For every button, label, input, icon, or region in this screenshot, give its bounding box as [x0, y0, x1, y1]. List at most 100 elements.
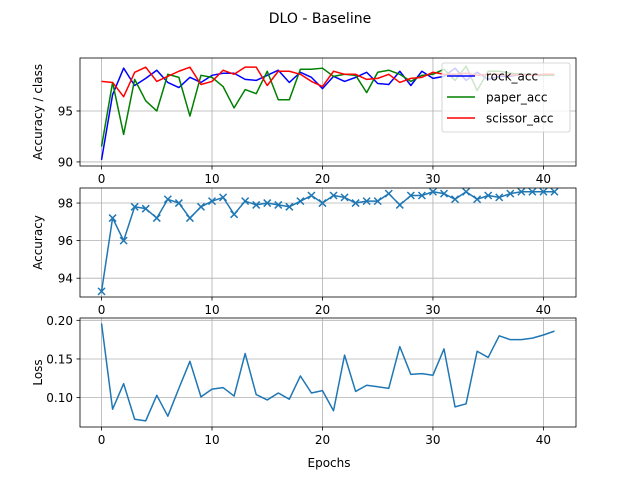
x-tick-label: 30 — [425, 172, 440, 186]
data-point-stroke — [340, 193, 349, 202]
data-point-stroke — [362, 197, 371, 206]
data-point-stroke — [406, 191, 415, 200]
data-point-stroke — [285, 202, 294, 211]
data-point-stroke — [97, 287, 106, 296]
data-point — [362, 197, 371, 206]
y-tick-label: 95 — [58, 104, 73, 118]
data-point — [252, 200, 261, 209]
data-point — [263, 199, 272, 208]
data-point-stroke — [307, 191, 316, 200]
y-tick-label: 90 — [58, 155, 73, 169]
y-axis-label: Accuracy / class — [31, 64, 45, 160]
data-point-stroke — [196, 202, 205, 211]
data-point — [473, 195, 482, 204]
x-tick-label: 20 — [315, 303, 330, 317]
data-point-stroke — [473, 195, 482, 204]
legend: rock_acc paper_acc scissor_acc — [441, 62, 571, 133]
x-tick-label: 10 — [204, 433, 219, 447]
data-point-stroke — [230, 210, 239, 219]
x-tick-label: 0 — [98, 303, 106, 317]
data-point-stroke — [462, 187, 471, 196]
x-tick-label: 30 — [425, 433, 440, 447]
data-point-stroke — [517, 187, 526, 196]
data-point — [230, 210, 239, 219]
series-line-series-1 — [100, 323, 555, 422]
data-point-stroke — [108, 214, 117, 223]
data-point-stroke — [506, 189, 515, 198]
data-point-stroke — [373, 197, 382, 206]
data-point-stroke — [152, 214, 161, 223]
subplot-2: 0 10 20 30 40 94 96 98 Accuracy — [31, 187, 577, 317]
data-point-stroke — [274, 200, 283, 209]
data-point-stroke — [528, 187, 537, 196]
x-tick-label: 10 — [204, 303, 219, 317]
data-point — [550, 187, 559, 196]
data-point — [517, 187, 526, 196]
data-point — [97, 287, 106, 296]
data-point — [207, 197, 217, 206]
axes-frame — [79, 317, 577, 428]
data-point — [241, 197, 250, 206]
data-point — [163, 195, 172, 204]
data-point — [528, 187, 537, 196]
x-tick-label: 20 — [315, 433, 330, 447]
data-point — [141, 204, 150, 213]
data-point-stroke — [550, 187, 559, 196]
data-point — [185, 214, 194, 223]
subplot-3: 0 10 20 30 40 0.10 0.15 0.20 Loss — [31, 314, 577, 447]
data-point-stroke — [141, 204, 150, 213]
data-point-stroke — [296, 197, 305, 206]
data-point-stroke — [219, 193, 228, 202]
y-tick-label: 94 — [58, 272, 73, 286]
series-line-series-1 — [100, 191, 555, 292]
data-point — [439, 189, 449, 198]
x-tick-label: 20 — [315, 172, 330, 186]
data-point — [296, 197, 305, 206]
legend-label: scissor_acc — [486, 112, 554, 126]
data-point-stroke — [318, 199, 327, 208]
data-point — [373, 197, 382, 206]
data-point — [274, 200, 283, 209]
data-point — [152, 214, 161, 223]
y-tick-label: 0.15 — [46, 352, 73, 366]
data-point-stroke — [539, 187, 548, 196]
data-point-stroke — [130, 202, 139, 211]
x-tick-label: 40 — [536, 172, 551, 186]
x-tick-label: 0 — [98, 172, 106, 186]
data-point — [174, 199, 183, 208]
data-point — [285, 202, 294, 211]
data-point — [108, 214, 117, 223]
data-point — [307, 191, 316, 200]
data-point-stroke — [329, 191, 338, 200]
data-point — [196, 202, 205, 211]
data-point — [395, 200, 404, 209]
data-point-stroke — [428, 187, 437, 196]
data-point-stroke — [185, 214, 194, 223]
data-point-stroke — [174, 199, 183, 208]
data-point — [417, 191, 426, 200]
x-tick-label: 0 — [98, 433, 106, 447]
data-point — [351, 199, 360, 208]
data-point — [130, 202, 139, 211]
data-point — [428, 187, 437, 196]
y-tick-label: 96 — [58, 234, 73, 248]
data-point — [318, 199, 327, 208]
data-point-stroke — [252, 200, 261, 209]
legend-label: rock_acc — [486, 70, 538, 84]
axes-frame — [79, 57, 577, 167]
x-tick-label: 30 — [425, 303, 440, 317]
data-point-stroke — [484, 191, 493, 200]
subplot-1: 0 10 20 30 40 90 95 Accuracy / class rock_accpap… — [31, 57, 577, 186]
data-point-stroke — [351, 199, 360, 208]
data-point-stroke — [241, 197, 250, 206]
x-tick-label: 40 — [536, 433, 551, 447]
data-point-stroke — [263, 199, 272, 208]
data-point — [119, 236, 128, 245]
figure-title: DLO - Baseline — [269, 11, 371, 27]
axes-frame — [79, 187, 577, 298]
data-point-stroke — [395, 200, 404, 209]
data-point — [462, 187, 471, 196]
data-point — [406, 191, 415, 200]
data-point-stroke — [417, 191, 426, 200]
